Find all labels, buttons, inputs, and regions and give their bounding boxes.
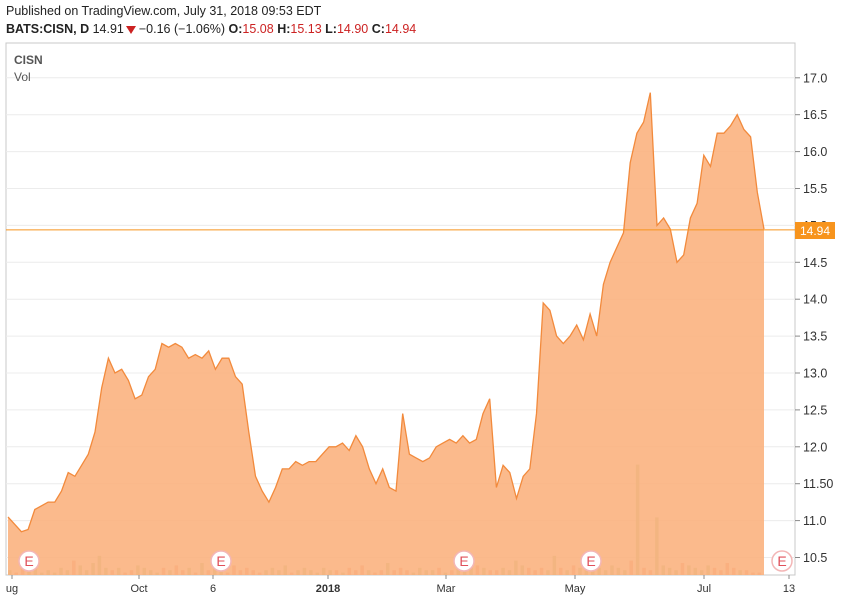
earnings-marker-label: E [216,553,225,569]
x-tick-label: 6 [210,583,216,595]
low-label: L: [325,22,337,36]
x-tick-label: 13 [783,583,795,595]
price-change: −0.16 (−1.06%) [138,22,226,36]
earnings-marker-label: E [24,553,33,569]
y-tick-label: 16.5 [803,108,827,122]
y-axis: 17.016.516.015.515.014.514.013.513.012.5… [795,71,833,565]
price-area [8,92,764,575]
earnings-marker [453,550,475,572]
x-tick-label: 2018 [316,583,340,595]
price-line [7,92,765,533]
down-triangle-icon [125,25,136,34]
y-tick-label: 15.5 [803,182,827,196]
earnings-marker-label: E [459,553,468,569]
earnings-marker [771,550,793,572]
price-tag: 14.94 [800,224,830,238]
x-tick-label: ug [6,583,18,595]
y-tick-label: 14.0 [803,293,827,307]
y-tick-label: 10.5 [803,551,827,565]
y-tick-label: 11.50 [803,477,833,491]
earnings-marker-label: E [777,553,786,569]
legend-symbol: CISN [14,53,43,67]
y-tick-label: 12.0 [803,440,827,454]
open-label: O: [228,22,243,36]
low-value: 14.90 [336,22,369,36]
close-value: 14.94 [384,22,417,36]
earnings-marker-label: E [586,553,595,569]
close-label: C: [371,22,385,36]
last-price: 14.91 [92,22,124,36]
high-label: H: [277,22,291,36]
earnings-marker [580,550,602,572]
y-tick-label: 13.5 [803,330,827,344]
x-tick-label: Oct [130,583,147,595]
price-tag-box [795,222,835,239]
x-axis: ug Oct 6 2018 Mar May Jul 13 [6,575,795,595]
y-tick-label: 14.5 [803,256,827,270]
published-note: Published on TradingView.com, July 31, 2… [6,4,322,18]
y-tick-label: 16.0 [803,145,827,159]
open-value: 15.08 [242,22,274,36]
y-tick-label: 11.0 [803,514,826,528]
earnings-marker [210,550,232,572]
y-tick-label: 12.5 [803,403,827,417]
y-tick-label: 17.0 [803,71,827,85]
legend-volume: Vol [14,70,31,84]
x-tick-label: Mar [437,583,456,595]
earnings-marker [18,550,40,572]
y-tick-label: 13.0 [803,367,827,381]
x-tick-label: May [565,583,586,595]
symbol-ohlc-bar: BATS:CISN, D 14.91 −0.16 (−1.06%) O:15.08… [6,22,416,36]
symbol-label: BATS:CISN, D [6,22,90,36]
high-value: 15.13 [290,22,322,36]
x-tick-label: Jul [697,583,711,595]
